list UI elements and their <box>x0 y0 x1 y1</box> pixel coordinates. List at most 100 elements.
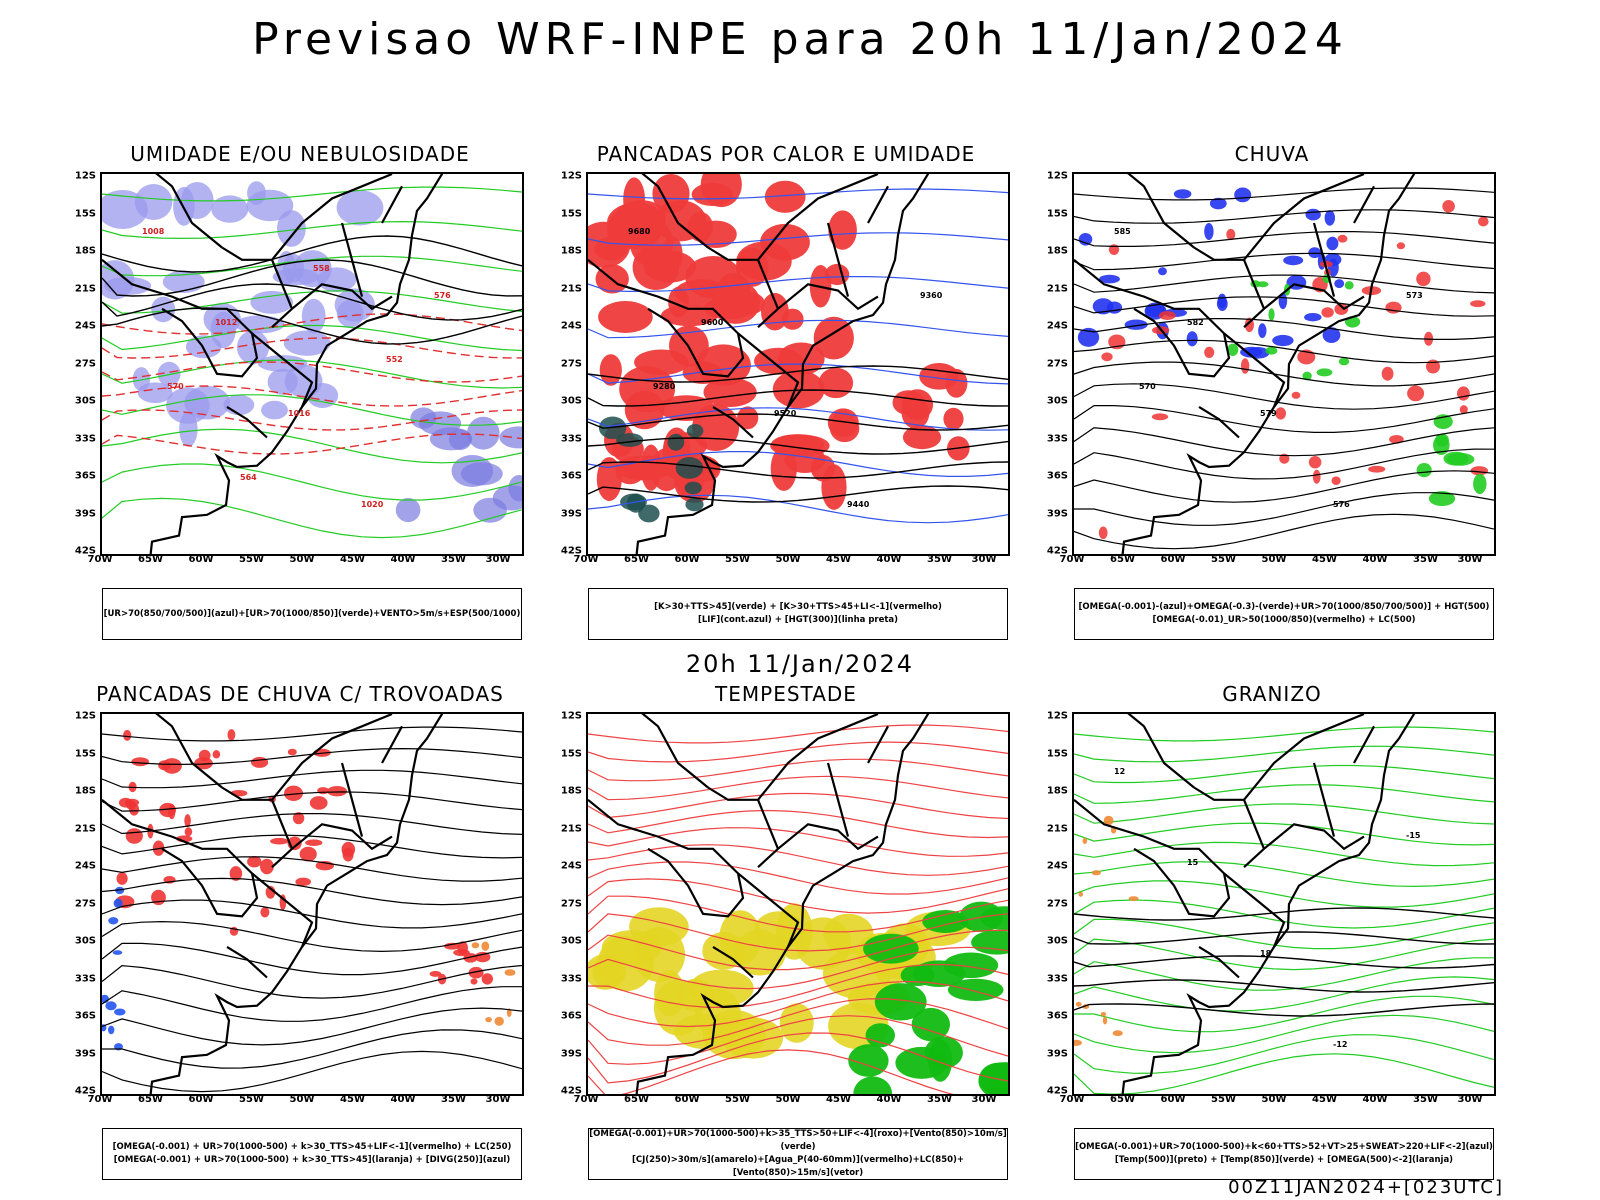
political-border <box>756 799 780 850</box>
rain-red-area <box>1396 242 1406 250</box>
divergence-blue-area <box>108 917 119 925</box>
omega-blue-area <box>1322 327 1341 343</box>
rain-red-area <box>1407 385 1425 402</box>
convection-red-area <box>828 210 857 250</box>
lat-tick-label: 39S <box>1046 1048 1068 1059</box>
omega-blue-area <box>1092 298 1114 315</box>
political-border <box>1223 872 1286 948</box>
political-border <box>757 823 879 869</box>
panel-title: CHUVA <box>1234 142 1310 166</box>
lat-tick-label: 21S <box>74 283 96 294</box>
legend-line: [OMEGA(-0.001) + UR>70(1000-500) + k>30_… <box>112 1142 512 1152</box>
thunder-red-area <box>468 966 484 979</box>
political-border <box>271 174 393 261</box>
thunder-red-area <box>251 756 269 768</box>
lat-tick-label: 36S <box>1046 470 1068 482</box>
rain-red-area <box>1297 349 1316 365</box>
lat-tick-label: 33S <box>560 433 582 444</box>
convection-red-area <box>695 220 737 248</box>
streamline <box>102 1050 522 1093</box>
contour-label: 576 <box>1333 500 1350 509</box>
wind-green-area <box>971 930 1008 955</box>
legend-line: [Temp(500)](preto) + [Temp(850)](verde) … <box>1114 1155 1454 1165</box>
contour-label: 9680 <box>628 227 651 236</box>
convection-red-area <box>772 370 825 409</box>
convection-red-area <box>943 407 964 430</box>
contour-label: 582 <box>1187 318 1204 327</box>
omega-blue-area <box>1246 347 1270 359</box>
lon-tick-label: 70W <box>573 554 599 565</box>
precip-water-contour <box>588 946 1008 990</box>
lif-blue-contour <box>588 276 1008 292</box>
lat-tick-label: 42S <box>74 1085 96 1097</box>
contour-label: 552 <box>386 355 403 364</box>
omega-green-area <box>1443 451 1469 466</box>
lat-tick-label: 15S <box>74 208 96 219</box>
jet-yellow-area <box>632 927 686 982</box>
humidity-green-contour <box>102 463 522 501</box>
lon-tick-label: 30W <box>971 554 997 565</box>
lat-tick-label: 27S <box>560 358 582 369</box>
lat-tick-label: 27S <box>74 358 96 369</box>
lat-tick-label: 42S <box>560 545 582 557</box>
convection-red-area <box>902 425 942 450</box>
political-border <box>226 945 268 979</box>
humidity-green-contour <box>102 324 522 352</box>
political-border <box>1198 945 1240 979</box>
lat-tick-label: 27S <box>1046 358 1068 369</box>
lat-tick-label: 39S <box>560 1048 582 1059</box>
political-border <box>270 799 294 850</box>
precip-water-contour <box>588 1015 1008 1065</box>
humidity-blue-area <box>267 368 298 395</box>
lat-tick-label: 18S <box>560 245 582 257</box>
thunder-red-area <box>270 837 289 845</box>
latitude-axis: 12S 15S 18S 21S 24S 27S 30S 33S 36S 39S 42S <box>556 711 584 1097</box>
temp500-contour <box>1074 955 1494 969</box>
political-border <box>826 222 850 297</box>
thickness-red-contour <box>102 385 522 407</box>
lon-tick-label: 70W <box>1059 554 1085 565</box>
lat-tick-label: 24S <box>1046 320 1068 332</box>
rain-red-area <box>1204 346 1215 358</box>
omega-green-area <box>1316 368 1333 377</box>
political-border <box>737 872 800 948</box>
omega-green-area <box>1473 473 1487 494</box>
political-border <box>155 174 223 249</box>
lon-tick-label: 50W <box>1261 554 1287 565</box>
rain-red-area <box>1101 352 1113 362</box>
political-border <box>1198 405 1240 439</box>
latitude-axis: 12S 15S 18S 21S 24S 27S 30S 33S 36S 39S 42S <box>70 711 98 1097</box>
streamline <box>102 877 522 906</box>
wind-green-area <box>947 978 1004 1001</box>
omega-blue-area <box>1308 247 1322 259</box>
streamline <box>102 899 522 929</box>
contour-label: 9360 <box>920 291 943 300</box>
political-border <box>757 174 879 261</box>
humidity-blue-area <box>283 330 331 356</box>
thickness-red-contour <box>102 337 522 359</box>
streamline <box>1074 405 1494 433</box>
convection-red-area <box>827 408 859 438</box>
thunder-orange-area <box>506 1008 512 1017</box>
lon-tick-label: 35W <box>441 1094 466 1105</box>
omega-green-area <box>1265 346 1278 355</box>
political-border <box>251 872 314 948</box>
precip-water-contour <box>588 809 1008 839</box>
thunder-red-area <box>292 812 305 825</box>
rain-red-area <box>1337 234 1348 243</box>
rain-red-area <box>1331 476 1341 486</box>
panel-title: GRANIZO <box>1222 682 1322 706</box>
contour-label: 570 <box>1139 382 1156 391</box>
political-border <box>757 283 879 329</box>
lon-tick-label: 40W <box>390 1094 416 1105</box>
political-border <box>1193 786 1244 801</box>
humidity-blue-area <box>451 455 494 487</box>
lat-tick-label: 36S <box>560 470 582 482</box>
rain-red-area <box>1312 469 1321 484</box>
rain-red-area <box>1368 465 1386 473</box>
convection-red-area <box>615 461 645 485</box>
lat-tick-label: 15S <box>560 208 582 219</box>
thunder-red-area <box>260 907 270 918</box>
map-canvas: 585 582 579 576 573 570 <box>1072 172 1496 556</box>
wind-green-area <box>928 1039 953 1082</box>
